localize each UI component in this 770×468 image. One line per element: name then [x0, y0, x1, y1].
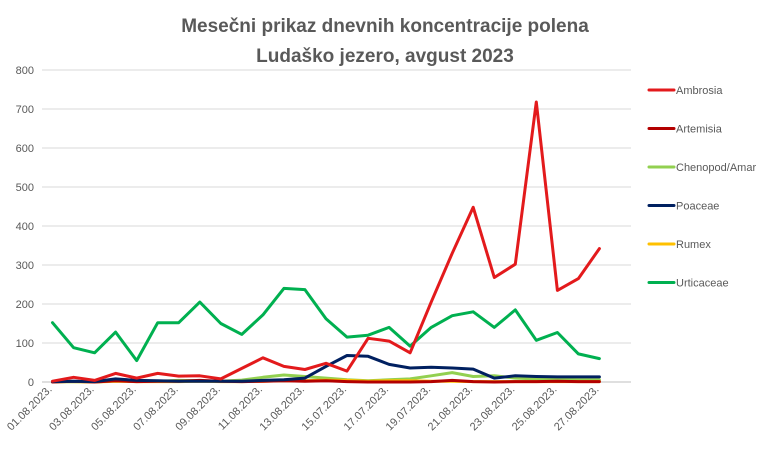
y-tick-label: 600 [16, 143, 34, 155]
y-tick-label: 100 [16, 338, 34, 350]
chart-subtitle: Ludaško jezero, avgust 2023 [256, 46, 514, 67]
gridlines [42, 69, 631, 383]
x-tick-label: 09.08.2023. [173, 384, 223, 434]
chart-title: Mesečni prikaz dnevnih koncentracije pol… [181, 16, 589, 37]
legend-label: Artemisia [676, 124, 723, 136]
series-line-urticaceae [51, 286, 601, 363]
y-tick-label: 800 [16, 65, 34, 77]
y-tick-label: 700 [16, 104, 34, 116]
y-tick-label: 0 [28, 377, 34, 389]
y-tick-label: 400 [16, 221, 34, 233]
legend-label: Chenopod/Amar [676, 162, 756, 174]
legend-label: Urticaceae [676, 278, 729, 290]
legend-label: Ambrosia [676, 85, 723, 97]
y-tick-label: 500 [16, 182, 34, 194]
y-tick-label: 200 [16, 299, 34, 311]
legend: Ambrosia Artemisia Chenopod/Amar Poaceae Rum… [647, 85, 756, 290]
x-tick-label: 27.08.2023. [552, 384, 602, 434]
y-axis: 0 100 200 300 400 500 600 700 800 [16, 65, 34, 389]
series-line-poaceae [51, 354, 601, 384]
y-tick-label: 300 [16, 260, 34, 272]
x-axis: 01.08.2023.03.08.2023.05.08.2023.07.08.2… [5, 384, 602, 434]
series-line-ambrosia [51, 100, 601, 383]
series-lines [51, 100, 601, 384]
legend-label: Poaceae [676, 201, 719, 213]
legend-label: Rumex [676, 239, 711, 251]
